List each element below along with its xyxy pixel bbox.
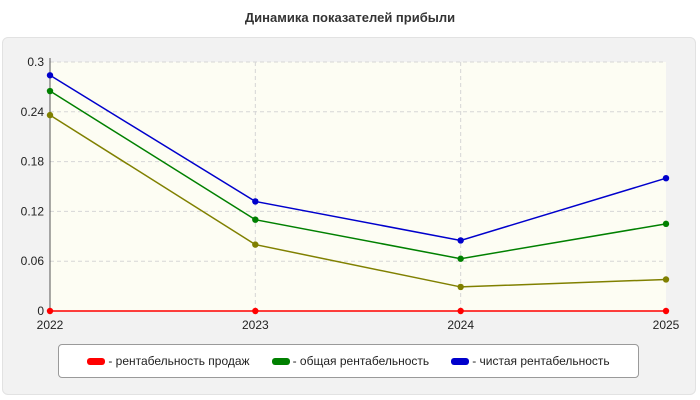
legend-item-net[interactable]: - чистая рентабельность [451, 354, 610, 368]
data-point [46, 72, 54, 79]
legend-label-total: - общая рентабельность [292, 354, 430, 368]
data-point [662, 276, 670, 283]
data-point [457, 255, 464, 262]
plot-background [50, 62, 666, 311]
data-point [252, 216, 259, 223]
y-tick-label: 0.06 [21, 254, 45, 268]
y-tick-label: 0.3 [27, 55, 44, 69]
legend-swatch-net [451, 357, 470, 365]
legend-swatch-sales [87, 357, 106, 365]
data-point [457, 307, 464, 315]
data-point [252, 241, 259, 248]
y-tick-label: 0 [37, 304, 44, 318]
y-tick-label: 0.12 [21, 204, 45, 218]
data-point [662, 175, 670, 182]
data-point [252, 307, 259, 315]
legend-label-sales: - рентабельность продаж [108, 354, 250, 368]
x-tick-label: 2023 [242, 318, 269, 332]
x-tick-label: 2024 [447, 318, 474, 332]
legend-swatch-total [271, 357, 290, 365]
legend-item-total[interactable]: - общая рентабельность [271, 354, 430, 368]
legend-item-sales[interactable]: - рентабельность продаж [87, 354, 250, 368]
series-line [49, 114, 667, 288]
data-point [252, 198, 259, 205]
data-point [662, 307, 670, 315]
series-lines [46, 72, 670, 315]
data-point [46, 111, 54, 119]
y-tick-label: 0.24 [21, 105, 45, 119]
y-axis-ticks: 0 0.06 0.12 0.18 0.24 0.3 [21, 55, 45, 318]
data-point [457, 237, 464, 244]
series-line [49, 74, 667, 242]
legend: - рентабельность продаж - общая рентабел… [58, 344, 639, 378]
x-tick-label: 2022 [37, 318, 64, 332]
series-line [49, 90, 667, 260]
x-tick-label: 2025 [653, 318, 680, 332]
chart-title: Динамика показателей прибыли [244, 10, 456, 25]
data-point [457, 283, 464, 291]
y-tick-label: 0.18 [21, 155, 45, 169]
x-axis-ticks: 2022 2023 2024 2025 [37, 318, 680, 332]
data-point [46, 307, 54, 315]
data-point [46, 87, 54, 95]
data-point [662, 220, 670, 228]
legend-label-net: - чистая рентабельность [472, 354, 610, 368]
